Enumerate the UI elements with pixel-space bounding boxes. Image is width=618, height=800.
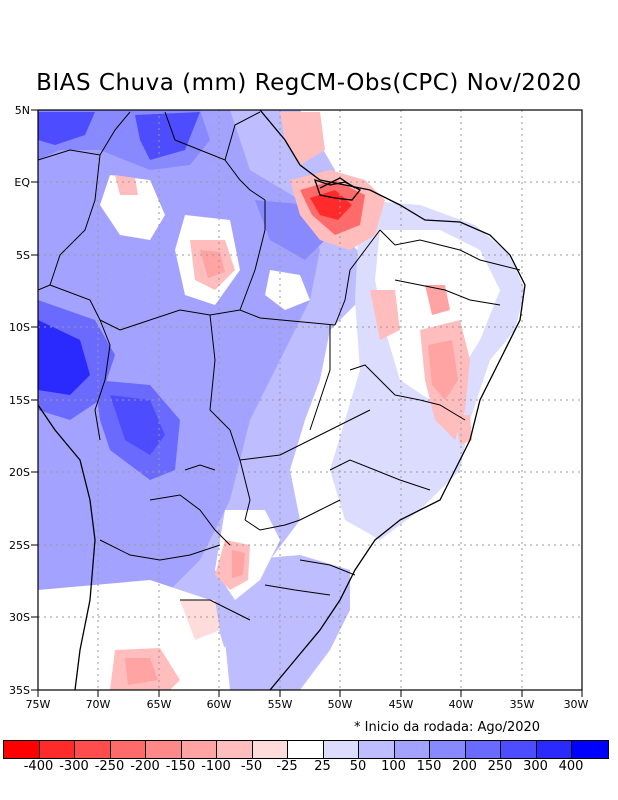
lon-label: 45W — [389, 698, 414, 711]
legend-label: -25 — [276, 759, 298, 774]
legend-swatch — [572, 741, 608, 758]
lat-label: 5S — [16, 249, 30, 262]
coastlines — [38, 110, 526, 690]
legend-swatch — [4, 741, 40, 758]
legend-swatch — [217, 741, 253, 758]
axis-ticks — [31, 109, 583, 697]
lon-label: 75W — [26, 698, 51, 711]
legend-swatch — [323, 741, 359, 758]
lat-label: 5N — [15, 104, 30, 117]
legend-label: -50 — [240, 759, 263, 774]
lat-label: 15S — [9, 394, 30, 407]
legend-swatch — [75, 741, 111, 758]
run-start-note: * Inicio da rodada: Ago/2020 — [354, 720, 541, 735]
legend-label: 200 — [452, 759, 477, 774]
color-legend-bar — [3, 740, 609, 759]
legend-swatch — [252, 741, 288, 758]
legend-label: 50 — [349, 759, 367, 774]
lat-label: 30S — [9, 611, 30, 624]
legend-label: -400 — [23, 759, 54, 774]
lon-label: 35W — [510, 698, 535, 711]
political-borders — [38, 111, 521, 621]
lat-label: 25S — [9, 539, 30, 552]
legend-label: -150 — [165, 759, 196, 774]
legend-swatch — [501, 741, 537, 758]
lon-label: 65W — [147, 698, 172, 711]
legend-label: 250 — [487, 759, 513, 774]
lon-label: 50W — [328, 698, 353, 711]
legend-swatch — [536, 741, 572, 758]
legend-swatch — [430, 741, 466, 758]
legend-swatch — [110, 741, 146, 758]
lat-label: 20S — [9, 466, 30, 479]
legend-swatch — [465, 741, 501, 758]
lon-label: 70W — [86, 698, 111, 711]
legend-label: -100 — [201, 759, 231, 774]
legend-label: 400 — [558, 759, 584, 774]
legend-label: 25 — [314, 759, 331, 774]
lon-label: 60W — [207, 698, 232, 711]
legend-swatch — [146, 741, 182, 758]
legend-label: 150 — [416, 759, 442, 774]
legend-swatch — [359, 741, 395, 758]
lat-label: 10S — [9, 321, 30, 334]
legend-swatch — [288, 741, 324, 758]
lon-labels: 75W 70W 65W 60W 55W 50W 45W 40W 35W 30W — [26, 698, 589, 711]
lon-label: 40W — [449, 698, 474, 711]
legend-label: -200 — [130, 759, 160, 774]
legend-label: -300 — [59, 759, 89, 774]
map-title: BIAS Chuva (mm) RegCM-Obs(CPC) Nov/2020 — [36, 70, 582, 96]
legend-swatch — [181, 741, 217, 758]
lat-label: EQ — [14, 176, 30, 189]
legend-label: 100 — [381, 759, 406, 774]
legend-label: -250 — [94, 759, 125, 774]
lon-label: 30W — [564, 698, 589, 711]
lat-label: 35S — [9, 684, 30, 697]
legend-swatch — [394, 741, 430, 758]
legend-label: 300 — [523, 759, 548, 774]
legend-swatch — [39, 741, 75, 758]
lat-labels: 5N EQ 5S 10S 15S 20S 25S 30S 35S — [9, 104, 30, 697]
lon-label: 55W — [268, 698, 293, 711]
